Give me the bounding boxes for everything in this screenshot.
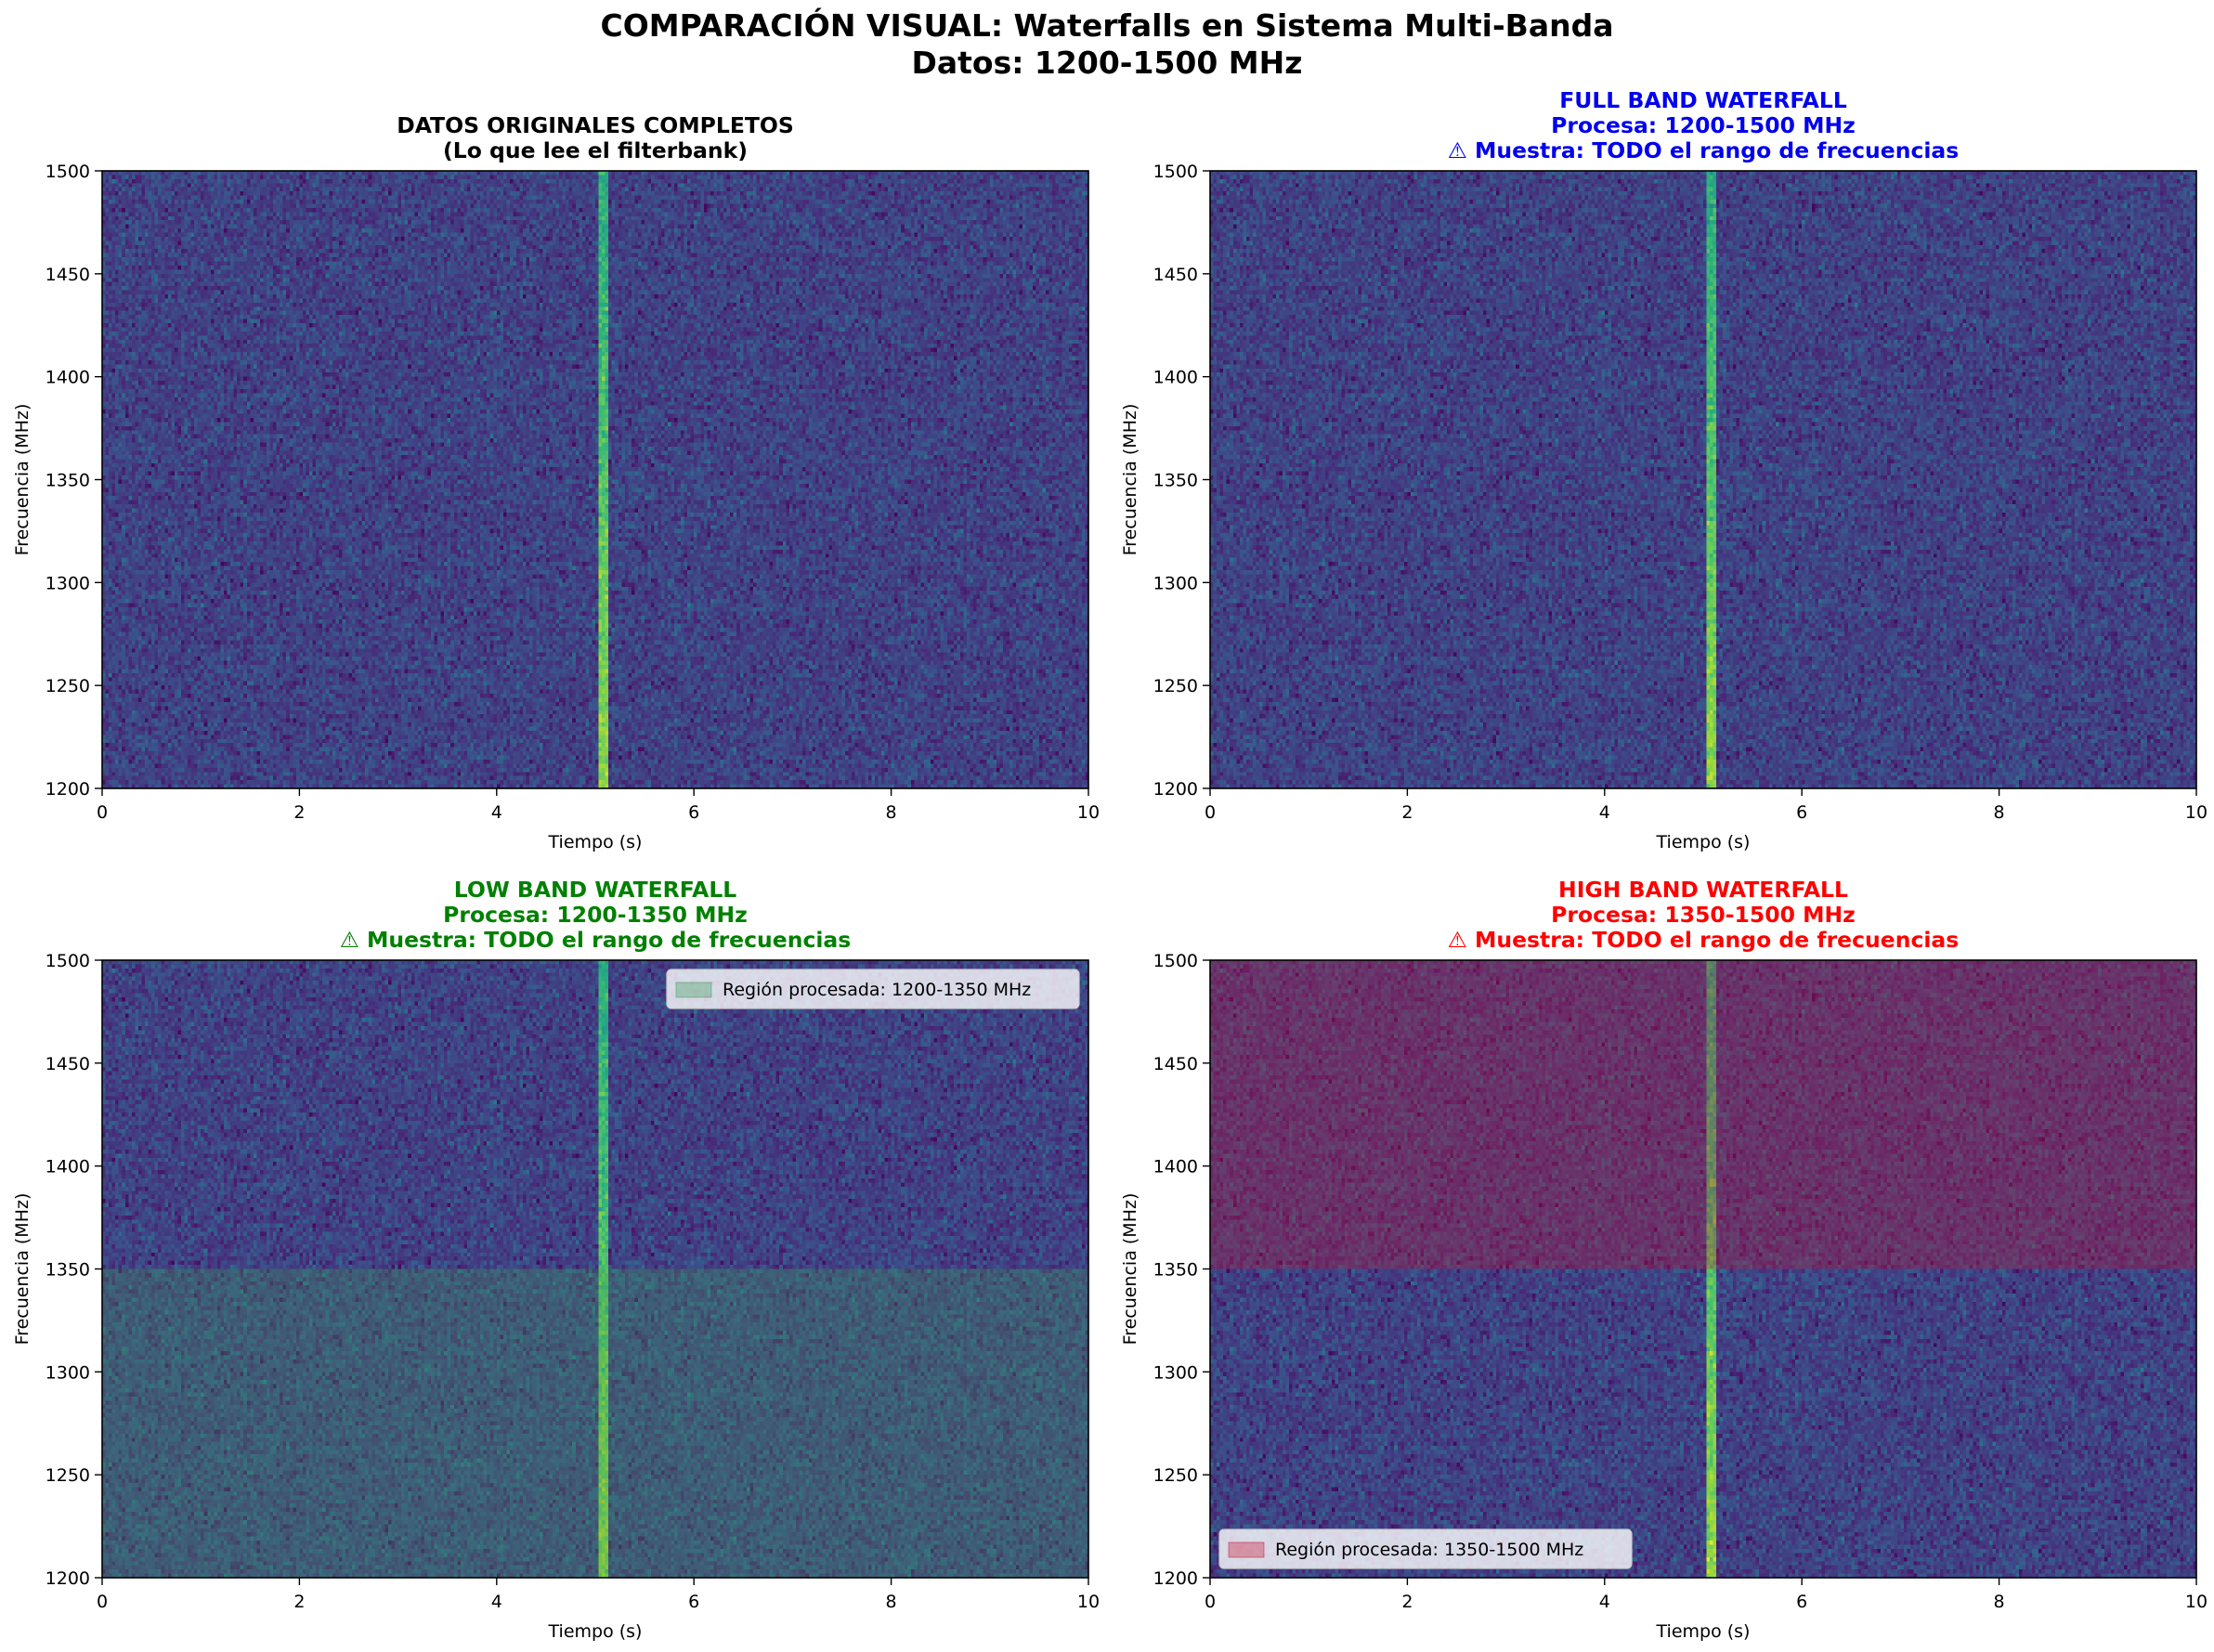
waterfall-chart: 0 2 4 6 8 10 1200 1250 1300 1350 1400 1450 1500 Tiemp… bbox=[1120, 951, 2207, 1642]
x-tick-label: 0 bbox=[97, 802, 108, 823]
x-axis-label: Tiempo (s) bbox=[548, 1621, 643, 1642]
x-tick-label: 10 bbox=[1077, 802, 1100, 823]
x-tick-label: 6 bbox=[688, 802, 699, 823]
x-axis-label: Tiempo (s) bbox=[548, 832, 643, 852]
y-tick-label: 1400 bbox=[1153, 368, 1198, 388]
waterfall-panel-high-band: HIGH BAND WATERFALL Procesa: 1350-1500 MH… bbox=[1108, 858, 2214, 1652]
legend-label: Región procesada: 1200-1350 MHz bbox=[723, 980, 1031, 1000]
legend-label: Región procesada: 1350-1500 MHz bbox=[1275, 1540, 1583, 1560]
x-axis-label: Tiempo (s) bbox=[1656, 832, 1751, 852]
processed-region-band bbox=[1210, 960, 2196, 1269]
x-tick-label: 10 bbox=[1077, 1592, 1100, 1612]
x-tick-label: 8 bbox=[1994, 1592, 2005, 1612]
y-tick-label: 1500 bbox=[46, 162, 90, 182]
y-tick-label: 1300 bbox=[1153, 573, 1198, 593]
y-tick-label: 1300 bbox=[1153, 1362, 1198, 1383]
panel-title-line-2: Procesa: 1350-1500 MHz bbox=[1551, 902, 1856, 928]
x-tick-label: 0 bbox=[1205, 1592, 1216, 1612]
x-tick-label: 2 bbox=[1401, 1592, 1413, 1612]
y-tick-label: 1350 bbox=[46, 471, 90, 491]
y-tick-label: 1500 bbox=[1153, 951, 1198, 971]
waterfall-chart: 0 2 4 6 8 10 1200 1250 1300 1350 1400 1450 1500 Tiemp… bbox=[12, 951, 1100, 1642]
y-tick-label: 1250 bbox=[46, 1465, 90, 1486]
y-axis-label: Frecuencia (MHz) bbox=[1120, 404, 1140, 556]
waterfall-chart: 0 2 4 6 8 10 1200 1250 1300 1350 1400 1450 1500 Tiemp… bbox=[12, 162, 1100, 852]
waterfall-heatmap bbox=[1210, 960, 2196, 1578]
legend-swatch bbox=[1228, 1541, 1265, 1558]
waterfall-heatmap bbox=[1210, 171, 2196, 788]
panel-title-line-1: LOW BAND WATERFALL bbox=[453, 877, 737, 903]
x-tick-label: 6 bbox=[1796, 802, 1807, 823]
legend: Región procesada: 1350-1500 MHz bbox=[1218, 1528, 1633, 1569]
y-tick-label: 1200 bbox=[1153, 779, 1198, 800]
y-tick-label: 1450 bbox=[1153, 1054, 1198, 1074]
y-tick-label: 1200 bbox=[46, 1568, 90, 1589]
waterfall-heatmap bbox=[102, 960, 1088, 1578]
y-tick-label: 1400 bbox=[46, 368, 90, 388]
x-tick-label: 0 bbox=[97, 1592, 108, 1612]
legend: Región procesada: 1200-1350 MHz bbox=[666, 969, 1080, 1009]
panel-title-line-3: ⚠ Muestra: TODO el rango de frecuencias bbox=[1447, 927, 1960, 953]
y-tick-label: 1350 bbox=[1153, 1260, 1198, 1281]
processed-region-band bbox=[102, 1268, 1088, 1578]
y-tick-label: 1400 bbox=[46, 1157, 90, 1177]
figure-title-line2: Datos: 1200-1500 MHz bbox=[911, 45, 1303, 81]
y-tick-label: 1450 bbox=[46, 265, 90, 285]
waterfall-panel-low-band: LOW BAND WATERFALL Procesa: 1200-1350 MHz… bbox=[0, 858, 1107, 1652]
y-tick-label: 1250 bbox=[46, 676, 90, 696]
y-tick-label: 1350 bbox=[46, 1260, 90, 1281]
panel-title-line-2: Procesa: 1200-1500 MHz bbox=[1551, 112, 1856, 138]
waterfall-heatmap bbox=[102, 171, 1088, 788]
x-tick-label: 4 bbox=[491, 1592, 502, 1612]
y-tick-label: 1300 bbox=[46, 1362, 90, 1383]
y-tick-label: 1200 bbox=[46, 779, 90, 800]
x-tick-label: 0 bbox=[1205, 802, 1216, 823]
waterfall-chart: 0 2 4 6 8 10 1200 1250 1300 1350 1400 1450 1500 Tiemp… bbox=[1120, 162, 2207, 852]
panel-title-line-1: DATOS ORIGINALES COMPLETOS bbox=[397, 112, 794, 138]
panel-title-line-3: ⚠ Muestra: TODO el rango de frecuencias bbox=[339, 927, 852, 953]
legend-box bbox=[1218, 1528, 1633, 1569]
legend-box bbox=[666, 969, 1080, 1009]
waterfall-panel-full-band: FULL BAND WATERFALL Procesa: 1200-1500 MH… bbox=[1108, 69, 2214, 863]
y-tick-label: 1500 bbox=[1153, 162, 1198, 182]
x-tick-label: 4 bbox=[491, 802, 502, 823]
y-tick-label: 1450 bbox=[46, 1054, 90, 1074]
panel-title-line-1: HIGH BAND WATERFALL bbox=[1558, 877, 1848, 903]
x-tick-label: 8 bbox=[886, 1592, 897, 1612]
x-tick-label: 8 bbox=[1994, 802, 2005, 823]
y-tick-label: 1400 bbox=[1153, 1157, 1198, 1177]
y-tick-label: 1450 bbox=[1153, 265, 1198, 285]
y-tick-label: 1200 bbox=[1153, 1568, 1198, 1589]
x-tick-label: 10 bbox=[2185, 802, 2207, 823]
x-tick-label: 2 bbox=[1401, 802, 1413, 823]
y-tick-label: 1500 bbox=[46, 951, 90, 971]
x-tick-label: 6 bbox=[688, 1592, 699, 1612]
panel-title-line-2: (Lo que lee el filterbank) bbox=[442, 137, 748, 163]
y-tick-label: 1350 bbox=[1153, 471, 1198, 491]
y-tick-label: 1250 bbox=[1153, 1465, 1198, 1486]
x-tick-label: 10 bbox=[2185, 1592, 2207, 1612]
y-tick-label: 1250 bbox=[1153, 676, 1198, 696]
y-axis-label: Frecuencia (MHz) bbox=[1120, 1193, 1140, 1346]
x-tick-label: 8 bbox=[886, 802, 897, 823]
x-tick-label: 4 bbox=[1599, 802, 1610, 823]
y-axis-label: Frecuencia (MHz) bbox=[12, 1193, 33, 1346]
panel-title-line-2: Procesa: 1200-1350 MHz bbox=[443, 902, 748, 928]
x-tick-label: 4 bbox=[1599, 1592, 1610, 1612]
figure-title-line1: COMPARACIÓN VISUAL: Waterfalls en Sistem… bbox=[600, 7, 1614, 44]
x-axis-label: Tiempo (s) bbox=[1656, 1621, 1751, 1642]
x-tick-label: 2 bbox=[293, 802, 305, 823]
y-axis-label: Frecuencia (MHz) bbox=[12, 404, 33, 556]
waterfall-panel-original: DATOS ORIGINALES COMPLETOS (Lo que lee el… bbox=[0, 69, 1107, 863]
y-tick-label: 1300 bbox=[46, 573, 90, 593]
panel-title-line-1: FULL BAND WATERFALL bbox=[1559, 87, 1847, 113]
x-tick-label: 2 bbox=[293, 1592, 305, 1612]
legend-swatch bbox=[675, 982, 712, 998]
x-tick-label: 6 bbox=[1796, 1592, 1807, 1612]
panel-title-line-3: ⚠ Muestra: TODO el rango de frecuencias bbox=[1447, 137, 1960, 163]
